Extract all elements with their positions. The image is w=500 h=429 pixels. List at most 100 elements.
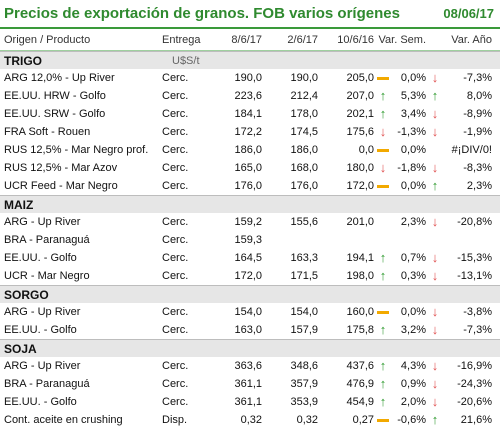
- arrow-down-icon: ↓: [431, 376, 439, 391]
- price-prev-week-cell: 155,6: [290, 216, 318, 228]
- arrow-down-icon: ↓: [431, 358, 439, 373]
- arrow-up-icon: ↑: [379, 250, 387, 265]
- price-current-cell: 172,2: [234, 126, 262, 138]
- product-cell: EE.UU. - Golfo: [4, 324, 77, 336]
- delivery-cell: Cerc.: [162, 90, 189, 102]
- product-cell: ARG 12,0% - Up River: [4, 72, 115, 84]
- section-title: SORGO: [4, 287, 49, 302]
- table-row: EE.UU. - Golfo Cerc. 163,0 157,9 175,8 ↑ 3,2% ↓…: [0, 321, 500, 339]
- flat-dash-icon: [377, 148, 389, 152]
- product-cell: EE.UU. HRW - Golfo: [4, 90, 106, 102]
- section-header-soja: SOJA: [0, 339, 500, 357]
- week-trend-indicator: ↑: [374, 269, 392, 282]
- week-trend-indicator: [374, 76, 392, 80]
- price-current-cell: 186,0: [234, 144, 262, 156]
- week-trend-indicator: ↑: [374, 107, 392, 120]
- price-prev-week-cell: 348,6: [290, 360, 318, 372]
- var-week-cell: 0,0%: [400, 306, 426, 318]
- delivery-cell: Cerc.: [162, 396, 189, 408]
- price-prev-year-cell: 201,0: [346, 216, 374, 228]
- product-cell: ARG - Up River: [4, 360, 81, 372]
- var-week-cell: 0,3%: [400, 270, 426, 282]
- week-trend-indicator: ↑: [374, 377, 392, 390]
- year-trend-indicator: ↓: [426, 323, 444, 336]
- price-prev-week-cell: 190,0: [290, 72, 318, 84]
- arrow-up-icon: ↑: [379, 322, 387, 337]
- arrow-down-icon: ↓: [379, 160, 387, 175]
- section-header-maiz: MAIZ: [0, 195, 500, 213]
- product-cell: FRA Soft - Rouen: [4, 126, 91, 138]
- table-row: BRA - Paranaguá Cerc. 159,3: [0, 231, 500, 249]
- col-header-delivery: Entrega: [162, 33, 201, 46]
- arrow-down-icon: ↓: [431, 160, 439, 175]
- delivery-cell: Cerc.: [162, 162, 189, 174]
- delivery-cell: Cerc.: [162, 306, 189, 318]
- var-year-cell: -8,9%: [463, 108, 492, 120]
- var-year-cell: 8,0%: [466, 90, 492, 102]
- table-row: EE.UU. - Golfo Cerc. 164,5 163,3 194,1 ↑ 0,7% ↓…: [0, 249, 500, 267]
- header: Precios de exportación de granos. FOB va…: [0, 0, 500, 29]
- price-current-cell: 164,5: [234, 252, 262, 264]
- var-week-cell: 4,3%: [400, 360, 426, 372]
- table-row: EE.UU. HRW - Golfo Cerc. 223,6 212,4 207,0 ↑ 5…: [0, 87, 500, 105]
- price-prev-year-cell: 180,0: [346, 162, 374, 174]
- price-current-cell: 190,0: [234, 72, 262, 84]
- delivery-cell: Cerc.: [162, 180, 189, 192]
- flat-dash-icon: [377, 418, 389, 422]
- delivery-cell: Cerc.: [162, 252, 189, 264]
- table-row: UCR Feed - Mar Negro Cerc. 176,0 176,0 172,0…: [0, 177, 500, 195]
- price-prev-year-cell: 160,0: [346, 306, 374, 318]
- table-row: RUS 12,5% - Mar Azov Cerc. 165,0 168,0 180,0…: [0, 159, 500, 177]
- price-prev-year-cell: 476,9: [346, 378, 374, 390]
- week-trend-indicator: ↑: [374, 89, 392, 102]
- table-row: RUS 12,5% - Mar Negro prof. Cerc. 186,0 186…: [0, 141, 500, 159]
- arrow-down-icon: ↓: [431, 304, 439, 319]
- flat-dash-icon: [377, 184, 389, 188]
- week-trend-indicator: ↓: [374, 125, 392, 138]
- price-current-cell: 154,0: [234, 306, 262, 318]
- var-week-cell: 3,4%: [400, 108, 426, 120]
- table-row: EE.UU. SRW - Golfo Cerc. 184,1 178,0 202,1 ↑ 3…: [0, 105, 500, 123]
- product-cell: RUS 12,5% - Mar Negro prof.: [4, 144, 149, 156]
- price-prev-week-cell: 157,9: [290, 324, 318, 336]
- arrow-up-icon: ↑: [431, 178, 439, 193]
- var-week-cell: -0,6%: [397, 414, 426, 426]
- price-prev-year-cell: 175,8: [346, 324, 374, 336]
- delivery-cell: Cerc.: [162, 126, 189, 138]
- delivery-cell: Cerc.: [162, 378, 189, 390]
- table-body: TRIGO U$S/t ARG 12,0% - Up River Cerc. 190,0…: [0, 51, 500, 429]
- delivery-cell: Cerc.: [162, 216, 189, 228]
- year-trend-indicator: ↓: [426, 215, 444, 228]
- product-cell: UCR Feed - Mar Negro: [4, 180, 118, 192]
- section-header-sorgo: SORGO: [0, 285, 500, 303]
- var-year-cell: -8,3%: [463, 162, 492, 174]
- var-week-cell: 3,2%: [400, 324, 426, 336]
- delivery-cell: Cerc.: [162, 324, 189, 336]
- var-week-cell: 0,9%: [400, 378, 426, 390]
- price-prev-week-cell: 357,9: [290, 378, 318, 390]
- price-prev-year-cell: 0,0: [358, 144, 374, 156]
- arrow-down-icon: ↓: [431, 124, 439, 139]
- price-current-cell: 172,0: [234, 270, 262, 282]
- col-header-var-week: Var. Sem.: [378, 33, 426, 46]
- price-prev-week-cell: 186,0: [290, 144, 318, 156]
- price-prev-week-cell: 353,9: [290, 396, 318, 408]
- year-trend-indicator: ↓: [426, 269, 444, 282]
- year-trend-indicator: ↑: [426, 89, 444, 102]
- date-label: 08/06/17: [443, 6, 494, 21]
- year-trend-indicator: ↓: [426, 124, 444, 139]
- week-trend-indicator: ↓: [374, 160, 392, 175]
- page-title: Precios de exportación de granos. FOB va…: [4, 5, 400, 22]
- week-trend-indicator: [374, 148, 392, 152]
- column-header-row: Origen / Producto Entrega 8/6/17 2/6/17 …: [0, 29, 500, 51]
- price-prev-week-cell: 171,5: [290, 270, 318, 282]
- price-current-cell: 361,1: [234, 378, 262, 390]
- delivery-cell: Cerc.: [162, 270, 189, 282]
- col-header-var-year: Var. Año: [451, 33, 492, 46]
- table-row: ARG - Up River Cerc. 363,6 348,6 437,6 ↑ 4,3% ↓…: [0, 357, 500, 375]
- var-week-cell: 5,3%: [400, 90, 426, 102]
- price-prev-week-cell: 154,0: [290, 306, 318, 318]
- col-header-date3: 10/6/16: [337, 33, 374, 46]
- table-row: BRA - Paranaguá Cerc. 361,1 357,9 476,9 ↑ 0,9%…: [0, 375, 500, 393]
- year-trend-indicator: ↓: [426, 251, 444, 264]
